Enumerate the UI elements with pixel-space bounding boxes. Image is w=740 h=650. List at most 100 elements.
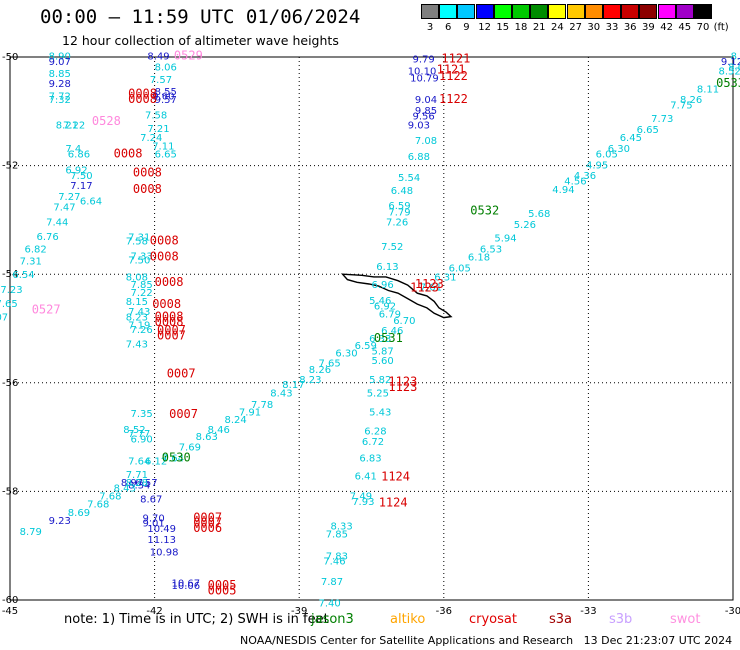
data-point-label: 6.54: [12, 270, 34, 281]
pass-time-label: 1121: [437, 62, 466, 76]
pass-time-label: 1124: [381, 470, 410, 484]
pass-time-label: 0531: [374, 331, 403, 345]
data-point-label: 9.70: [143, 513, 165, 524]
pass-time-label: 0008: [114, 147, 143, 161]
x-tick-label: -36: [436, 606, 452, 617]
data-point-label: 6.13: [376, 262, 398, 273]
data-point-label: 6.53: [480, 245, 502, 256]
data-point-label: 6.05: [596, 150, 618, 161]
pass-time-label: 0533: [716, 76, 740, 90]
data-point-label: 10.49: [147, 524, 176, 535]
data-point-label: 5.25: [367, 388, 389, 399]
data-point-label: 6.41: [355, 472, 377, 483]
mission-s3a: s3a: [549, 612, 573, 627]
data-point-label: 6.72: [362, 437, 384, 448]
data-point-label: 5.87: [372, 347, 394, 358]
data-point-label: 7.75: [670, 101, 692, 112]
pass-time-label: 1122: [439, 92, 468, 106]
pass-time-label: 0006: [193, 521, 222, 535]
data-point-label: 9.03: [408, 121, 430, 132]
legend-label-18: 18: [514, 22, 528, 33]
legend-label-24: 24: [551, 22, 564, 33]
data-point-label: 10.06: [172, 581, 201, 592]
data-point-label: 5.54: [398, 173, 420, 184]
legend-swatch-42: [657, 4, 676, 19]
pass-time-label: 0529: [174, 49, 203, 63]
pass-time-label: 0008: [155, 309, 184, 323]
data-point-label: 9.23: [49, 516, 71, 527]
data-point-label: 9.07: [49, 57, 71, 68]
data-point-label: 7.27: [58, 192, 80, 203]
data-point-label: 8.40: [731, 52, 740, 63]
data-point-label: 6.33: [369, 334, 391, 345]
mission-swot: swot: [670, 612, 701, 627]
plot-frame: [9, 56, 734, 601]
pass-time-label: 0008: [150, 233, 179, 247]
legend-label-3: 3: [426, 22, 434, 33]
data-point-label: 6.88: [408, 152, 430, 163]
data-point-label: 6.30: [608, 144, 630, 155]
data-point-label: 9.60: [152, 91, 174, 102]
data-point-label: 8.90: [49, 52, 71, 63]
data-point-label: 9.12: [721, 57, 740, 68]
data-point-label: 7.21: [147, 124, 169, 135]
legend-label-9: 9: [463, 22, 470, 33]
data-point-label: 8.55: [155, 87, 177, 98]
data-point-label: 6.45: [620, 133, 642, 144]
data-point-label: 7.22: [63, 121, 85, 132]
data-point-label: 5.94: [494, 234, 516, 245]
data-point-label: 7.52: [381, 242, 403, 253]
data-point-label: 7.71: [126, 470, 148, 481]
x-tick-label: -42: [146, 606, 162, 617]
pass-time-label: 0532: [470, 204, 499, 218]
pass-time-label: 0008: [133, 182, 162, 196]
data-point-label: 8.17: [282, 380, 304, 391]
data-point-label: 7.85: [131, 280, 153, 291]
data-point-label: 7.61: [420, 283, 442, 294]
data-point-label: 6.70: [393, 316, 415, 327]
legend-label-36: 36: [623, 22, 637, 33]
pass-time-label: 1123: [415, 277, 444, 291]
data-point-label: 8.97: [121, 478, 143, 489]
data-point-label: 7.07: [0, 312, 8, 323]
data-point-label: 8.46: [208, 425, 230, 436]
legend-swatch-45: [675, 4, 694, 19]
data-point-label: 6.64: [80, 197, 102, 208]
data-point-label: 6.82: [25, 245, 47, 256]
data-point-label: 8.67: [140, 494, 162, 505]
data-point-label: 6.12: [145, 456, 167, 467]
legend-swatch-33: [603, 4, 621, 19]
pass-time-label: 0007: [193, 516, 222, 530]
y-tick-label: -58: [2, 486, 18, 497]
data-point-label: 7.58: [145, 110, 167, 121]
data-point-label: 8.63: [196, 432, 218, 443]
data-point-label: 8.43: [114, 483, 136, 494]
data-point-label: 4.56: [564, 177, 586, 188]
page-title: 00:00 – 11:59 UTC 01/06/2024: [40, 6, 361, 28]
data-point-label: 9.85: [415, 106, 437, 117]
data-point-label: 6.96: [372, 280, 394, 291]
legend-swatch-70: [694, 4, 712, 19]
data-point-label: 8.23: [126, 312, 148, 323]
data-point-label: 7.87: [321, 577, 343, 588]
legend-label-45: 45: [678, 22, 692, 33]
data-point-label: 8.52: [719, 66, 740, 77]
pass-time-label: 0007: [167, 366, 196, 380]
legend-swatch-27: [566, 4, 585, 19]
data-point-label: 8.15: [126, 297, 148, 308]
y-tick-label: -60: [2, 595, 18, 606]
data-point-label: 6.05: [449, 264, 471, 275]
south-georgia-coastline: [340, 273, 453, 319]
data-point-label: 7.50: [70, 171, 92, 182]
legend-label-39: 39: [642, 22, 655, 33]
data-point-label: 10.79: [410, 73, 439, 84]
data-point-label: 8.49: [147, 52, 169, 63]
x-tick-label: -30: [725, 606, 740, 617]
data-point-label: 7.77: [128, 429, 150, 440]
data-point-label: 7.65: [319, 359, 341, 370]
data-point-label: 5.43: [369, 407, 391, 418]
data-point-label: 7.43: [126, 340, 148, 351]
data-point-label: 7.19: [128, 321, 150, 332]
pass-time-label: 0008: [152, 297, 181, 311]
data-point-label: 7.68: [87, 500, 109, 511]
